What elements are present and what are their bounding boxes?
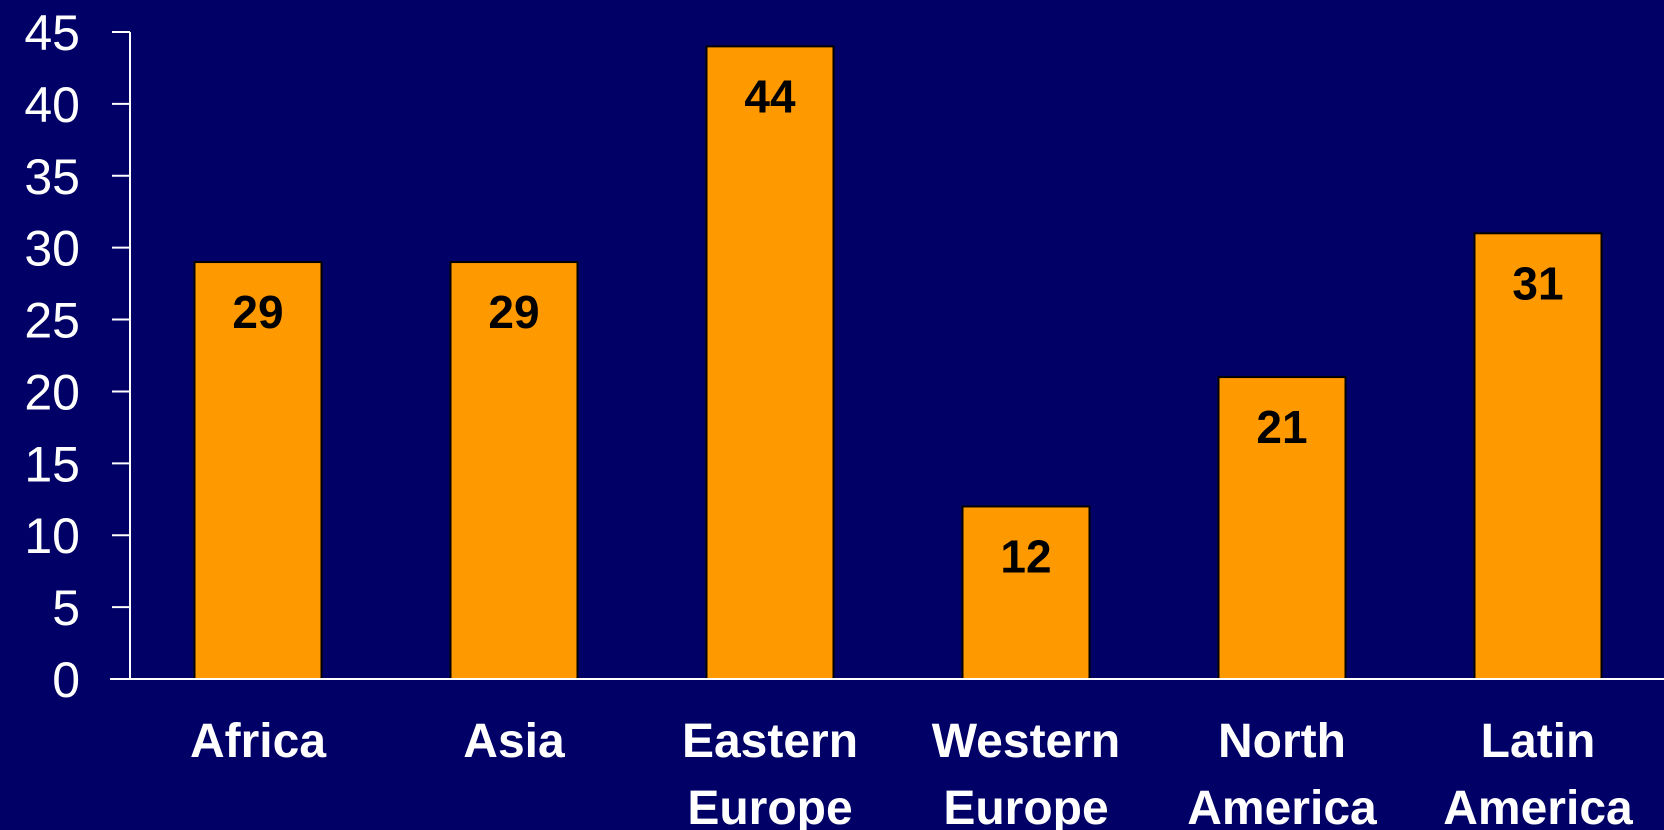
category-label: North (1218, 715, 1346, 768)
y-tick-label: 35 (24, 149, 80, 205)
y-tick-label: 10 (24, 508, 80, 564)
data-label: 12 (1000, 530, 1051, 582)
y-axis: 0 5 10 15 20 25 30 35 40 45 (24, 5, 131, 708)
y-tick-label: 40 (24, 77, 80, 133)
data-label: 31 (1512, 257, 1563, 309)
data-label: 29 (232, 286, 283, 338)
data-label: 21 (1256, 401, 1307, 453)
bar-eastern-europe (705, 45, 835, 680)
y-tick-label: 45 (24, 5, 80, 61)
y-tick-label: 25 (24, 293, 80, 349)
data-label: 29 (488, 286, 539, 338)
y-tick-label: 5 (52, 580, 80, 636)
bar-western-europe (961, 505, 1091, 681)
category-labels: Africa Asia Eastern Europe Western Europe Nort… (190, 715, 1633, 830)
category-label: Africa (190, 715, 326, 768)
category-label: America (1443, 782, 1633, 830)
data-labels: 29 29 44 12 21 31 (232, 70, 1563, 582)
category-label: Europe (687, 782, 852, 830)
category-label: Eastern (682, 715, 858, 768)
bars (193, 45, 1603, 681)
y-tick-label: 0 (52, 652, 80, 708)
y-tick-label: 15 (24, 436, 80, 492)
category-label: Latin (1481, 715, 1596, 768)
category-label: America (1187, 782, 1377, 830)
category-label: Western (932, 715, 1121, 768)
bar-north-america (1217, 376, 1347, 680)
y-tick-label: 30 (24, 221, 80, 277)
category-label: Europe (943, 782, 1108, 830)
bar-asia (449, 261, 579, 680)
data-label: 44 (744, 70, 796, 122)
category-label: Asia (463, 715, 565, 768)
y-tick-label: 20 (24, 364, 80, 420)
bar-latin-america (1473, 232, 1603, 681)
bar-africa (193, 261, 323, 680)
